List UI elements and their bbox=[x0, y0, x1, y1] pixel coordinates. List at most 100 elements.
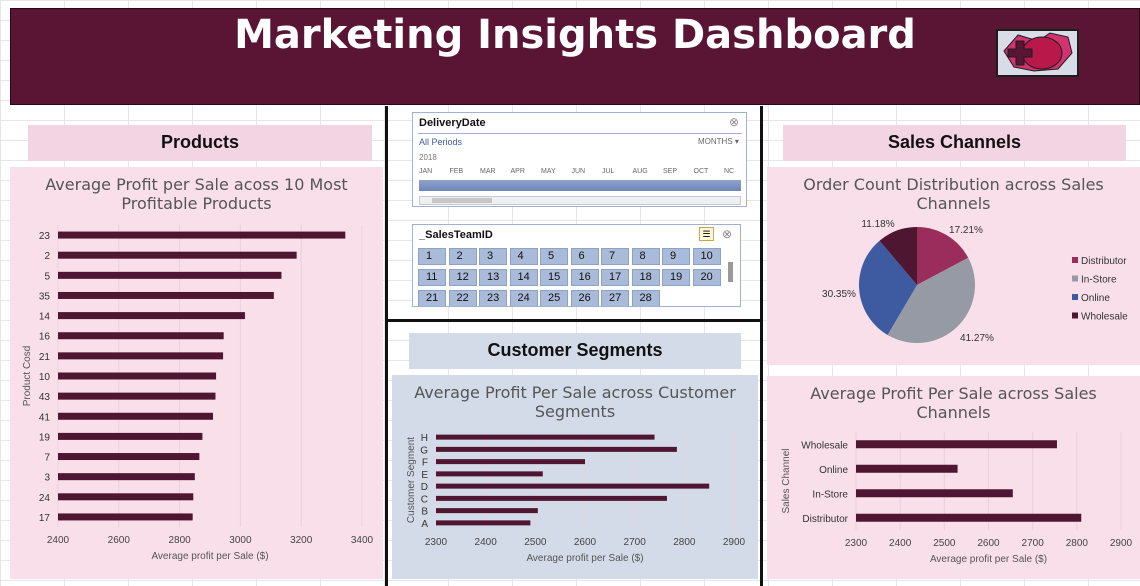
salesteam-tile[interactable]: 5 bbox=[540, 248, 568, 265]
middle-divider bbox=[385, 319, 763, 322]
salesteam-tile[interactable]: 22 bbox=[448, 290, 477, 306]
month-label[interactable]: JUL bbox=[602, 168, 615, 175]
channels-pie-title-line2: Channels bbox=[916, 194, 991, 213]
salesteam-tile[interactable]: 15 bbox=[540, 269, 568, 286]
month-label[interactable]: JUN bbox=[571, 168, 586, 175]
salesteam-tile[interactable]: 18 bbox=[631, 269, 660, 286]
pie-slice-online bbox=[859, 240, 917, 335]
period-unit-dropdown[interactable]: MONTHS ▾ bbox=[698, 137, 739, 146]
category-label: 19 bbox=[39, 432, 51, 443]
salesteam-slicer[interactable]: _SalesTeamID ☰ ⊗ 1 2 3 4 5 6 7 8 9 10 11 12 13 14 15 16… bbox=[412, 224, 741, 307]
bar-35 bbox=[58, 291, 274, 299]
timeline-scrollbar[interactable] bbox=[419, 196, 741, 205]
category-label: 23 bbox=[39, 231, 51, 242]
channels-bar-title-line1: Average Profit Per Sale across Sales bbox=[810, 384, 1097, 403]
salesteam-tile[interactable]: 2 bbox=[448, 248, 477, 265]
category-label: 17 bbox=[39, 513, 51, 524]
x-axis-title: Average profit per Sale ($) bbox=[151, 551, 268, 562]
bar-A bbox=[436, 520, 531, 526]
month-label[interactable]: FEB bbox=[449, 168, 464, 175]
salesteam-tile[interactable]: 28 bbox=[631, 290, 660, 306]
slicer-scrollbar[interactable] bbox=[728, 262, 733, 282]
salesteam-tile[interactable]: 14 bbox=[509, 269, 538, 286]
salesteam-tile[interactable]: 3 bbox=[479, 248, 507, 265]
legend-label: Wholesale bbox=[1081, 312, 1128, 323]
salesteam-tile[interactable]: 8 bbox=[631, 248, 660, 265]
x-tick-label: 2400 bbox=[47, 535, 70, 546]
salesteam-tile[interactable]: 26 bbox=[570, 290, 599, 306]
bar-Wholesale bbox=[856, 440, 1057, 449]
logo bbox=[996, 29, 1079, 77]
candy-logo-icon bbox=[1003, 32, 1073, 72]
scrollbar-thumb[interactable] bbox=[432, 198, 492, 203]
bar-43 bbox=[58, 392, 216, 400]
y-axis-title: Sales Channel bbox=[781, 448, 792, 513]
category-label: Distributor bbox=[802, 514, 848, 525]
salesteam-tile[interactable]: 7 bbox=[601, 248, 629, 265]
salesteam-tile[interactable]: 23 bbox=[479, 290, 507, 306]
delivery-date-slicer[interactable]: DeliveryDate ⊗ All Periods MONTHS ▾ 2018… bbox=[412, 112, 747, 207]
salesteam-tile[interactable]: 25 bbox=[540, 290, 568, 306]
x-tick-label: 2800 bbox=[673, 537, 696, 548]
salesteam-tile[interactable]: 11 bbox=[418, 269, 446, 286]
salesteam-tile[interactable]: 10 bbox=[692, 248, 721, 265]
category-label: A bbox=[421, 519, 428, 530]
month-label[interactable]: APR bbox=[510, 168, 525, 175]
category-label: In-Store bbox=[812, 489, 848, 500]
salesteam-tile[interactable]: 9 bbox=[662, 248, 690, 265]
bar-5 bbox=[58, 271, 282, 279]
salesteam-tile[interactable]: 4 bbox=[509, 248, 538, 265]
year-label: 2018 bbox=[419, 153, 437, 162]
month-label[interactable]: AUG bbox=[632, 168, 648, 175]
channels-pie-panel: Order Count Distribution across Sales Ch… bbox=[767, 167, 1140, 365]
channels-bar-title-line2: Channels bbox=[916, 403, 991, 422]
category-label: 10 bbox=[39, 372, 51, 383]
x-tick-label: 2600 bbox=[108, 535, 131, 546]
x-tick-label: 2700 bbox=[1022, 538, 1045, 549]
pie-value-label: 30.35% bbox=[822, 289, 856, 300]
month-label[interactable]: OCT bbox=[693, 168, 709, 175]
x-tick-label: 2900 bbox=[1110, 538, 1133, 549]
channels-pie-title-line1: Order Count Distribution across Sales bbox=[803, 175, 1104, 194]
bar-2 bbox=[58, 251, 297, 259]
segments-chart-title-line1: Average Profit Per Sale across Customer bbox=[414, 383, 736, 402]
month-label[interactable]: MAR bbox=[480, 168, 496, 175]
salesteam-tile[interactable]: 24 bbox=[509, 290, 538, 306]
month-label[interactable]: SEP bbox=[663, 168, 678, 175]
timeline-bar[interactable] bbox=[419, 180, 741, 191]
bar-23 bbox=[58, 231, 346, 239]
month-label[interactable]: MAY bbox=[541, 168, 556, 175]
multi-select-icon[interactable]: ☰ bbox=[699, 227, 714, 241]
salesteam-tile[interactable]: 19 bbox=[662, 269, 690, 286]
salesteam-tile[interactable]: 20 bbox=[692, 269, 721, 286]
month-label[interactable]: JAN bbox=[419, 168, 433, 175]
salesteam-tile[interactable]: 17 bbox=[601, 269, 629, 286]
months-row: JAN FEB MAR APR MAY JUN JUL AUG SEP OCT NC bbox=[419, 168, 741, 178]
x-tick-label: 2600 bbox=[977, 538, 1000, 549]
legend-swatch bbox=[1072, 312, 1078, 319]
bar-D bbox=[436, 483, 710, 489]
clear-filter-icon[interactable]: ⊗ bbox=[729, 115, 740, 129]
salesteam-tile[interactable]: 21 bbox=[418, 290, 446, 306]
clear-filter-icon[interactable]: ⊗ bbox=[722, 227, 733, 241]
slicer-head-rule bbox=[418, 133, 742, 134]
all-periods-label[interactable]: All Periods bbox=[419, 137, 463, 147]
salesteam-tile[interactable]: 13 bbox=[479, 269, 507, 286]
sales-channels-section-title: Sales Channels bbox=[783, 125, 1126, 161]
category-label: 41 bbox=[39, 412, 51, 423]
x-tick-label: 2300 bbox=[845, 538, 868, 549]
legend-swatch bbox=[1072, 257, 1078, 263]
salesteam-tile[interactable]: 1 bbox=[418, 248, 446, 265]
salesteam-tile[interactable]: 12 bbox=[448, 269, 477, 286]
salesteam-tile[interactable]: 16 bbox=[570, 269, 599, 286]
x-axis-title: Average profit per Sale ($) bbox=[526, 553, 643, 564]
x-tick-label: 2800 bbox=[1066, 538, 1089, 549]
bar-G bbox=[436, 446, 677, 452]
category-label: B bbox=[421, 507, 428, 518]
bar-16 bbox=[58, 332, 224, 340]
legend-label: Online bbox=[1081, 293, 1110, 304]
month-label[interactable]: NC bbox=[724, 168, 735, 175]
salesteam-tile[interactable]: 6 bbox=[570, 248, 599, 265]
category-label: 5 bbox=[44, 271, 50, 282]
salesteam-tile[interactable]: 27 bbox=[601, 290, 629, 306]
